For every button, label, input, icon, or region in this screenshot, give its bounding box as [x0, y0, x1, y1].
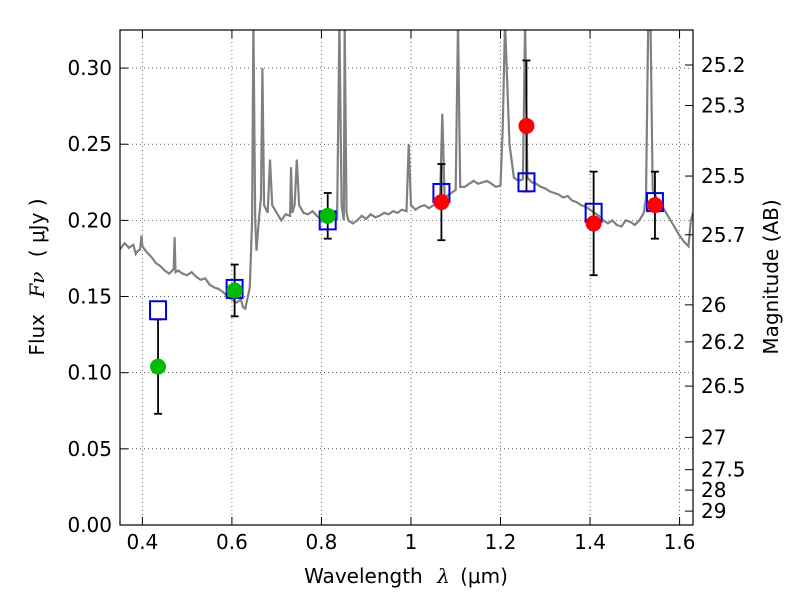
observed-flux-point [150, 358, 167, 375]
y-tick-label: 0.20 [67, 208, 112, 232]
magnitude-tick-label: 27 [701, 425, 726, 449]
y-tick-label: 0.15 [67, 285, 112, 309]
x-tick-label: 1.6 [664, 530, 696, 554]
x-tick-label: 0.8 [306, 530, 338, 554]
magnitude-tick-label: 26 [701, 293, 726, 317]
magnitude-tick-label: 25.7 [701, 223, 746, 247]
x-axis-label: Wavelength [304, 564, 423, 588]
y-axis-symbol: Fν [25, 272, 49, 299]
observed-flux-point [433, 194, 450, 211]
magnitude-tick-label: 26.5 [701, 374, 746, 398]
observed-flux-point [226, 282, 243, 299]
y-axis-title: Flux Fν ( μJy ) [25, 198, 49, 355]
x-axis-ticks: 0.4 0.6 0.8 1 1.2 1.4 1.6 [126, 30, 695, 554]
magnitude-axis-title: Magnitude (AB) [759, 199, 783, 354]
magnitude-tick-label: 29 [701, 499, 726, 523]
error-bars [154, 59, 659, 415]
y-tick-label: 0.30 [67, 56, 112, 80]
plot-frame [119, 29, 694, 526]
x-tick-label: 1.2 [485, 530, 517, 554]
observed-flux-point [518, 117, 535, 134]
model-photometry-square [517, 172, 536, 193]
y-tick-label: 0.05 [67, 437, 112, 461]
x-axis-symbol: λ [436, 564, 450, 588]
magnitude-tick-label: 25.2 [701, 53, 746, 77]
observed-photometry-points [150, 117, 663, 375]
x-tick-label: 0.4 [126, 530, 158, 554]
grid [120, 30, 693, 526]
observed-flux-point [319, 207, 336, 224]
model-photometry-square [149, 300, 168, 321]
x-tick-label: 1.4 [574, 530, 606, 554]
magnitude-tick-label: 28 [701, 478, 726, 502]
observed-flux-point [585, 215, 602, 232]
x-axis-title: Wavelength λ (μm) [304, 564, 508, 588]
magnitude-tick-label: 26.2 [701, 330, 746, 354]
magnitude-tick-label: 25.5 [701, 164, 746, 188]
y-axis-ticks: 0.00 0.05 0.10 0.15 0.20 0.25 0.30 [67, 56, 128, 537]
y-axis-label: Flux [25, 314, 49, 356]
y-tick-label: 0.25 [67, 132, 112, 156]
x-tick-label: 0.6 [216, 530, 248, 554]
x-tick-label: 1 [405, 530, 418, 554]
magnitude-tick-label: 25.3 [701, 93, 746, 117]
y-tick-label: 0.10 [67, 361, 112, 385]
x-axis-unit: (μm) [460, 564, 508, 588]
magnitude-tick-label: 27.5 [701, 458, 746, 482]
plot-area [120, 30, 693, 415]
observed-flux-point [646, 197, 663, 214]
y-tick-label: 0.00 [67, 513, 112, 537]
y-axis-unit: ( μJy ) [25, 198, 49, 257]
model-spectrum-line [120, 30, 693, 311]
